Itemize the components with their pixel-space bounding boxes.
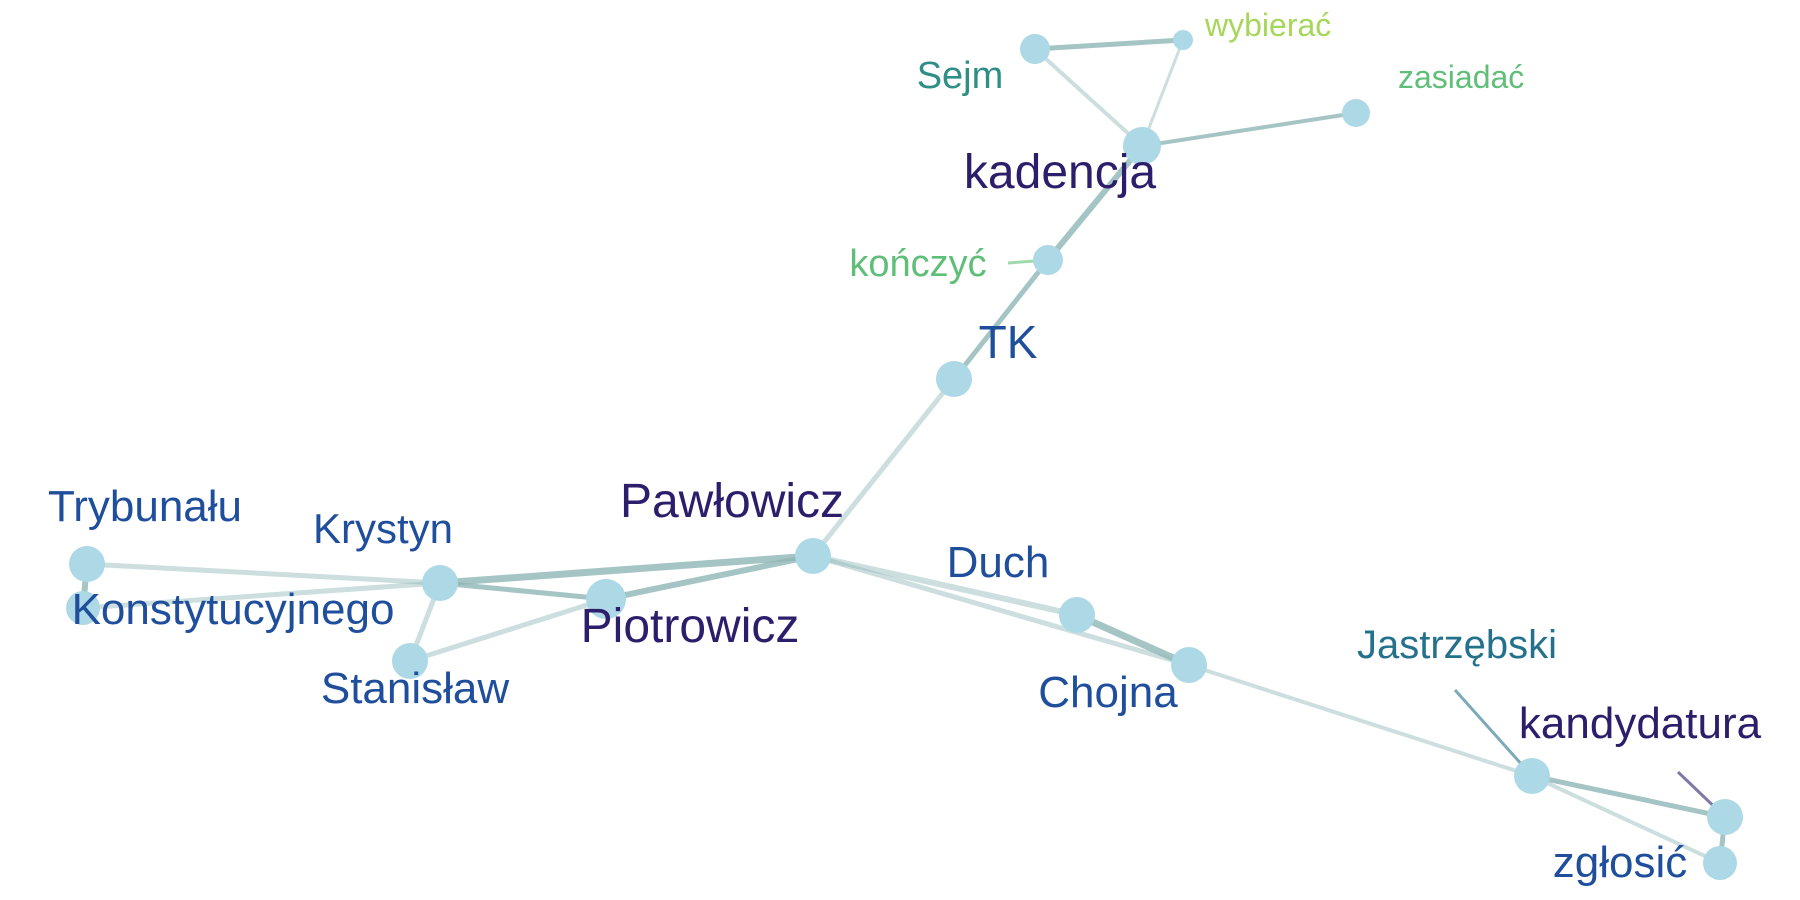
- node-chojna: [1171, 647, 1207, 683]
- edge-pawlowicz-duch: [810, 553, 1080, 618]
- node-label-konstytucyjnego: Konstytucyjnego: [72, 585, 395, 634]
- node-duch: [1059, 597, 1095, 633]
- node-label-trybunalu: Trybunału: [48, 482, 242, 531]
- node-label-krystyn: Krystyn: [313, 505, 453, 552]
- node-label-kadencja: kadencja: [964, 146, 1156, 199]
- node-kadencja: [1123, 127, 1161, 165]
- edge-sejm-kadencja: [1033, 47, 1144, 148]
- edge-stanislaw-piotrowicz: [407, 596, 609, 664]
- node-label-duch: Duch: [947, 538, 1050, 587]
- node-label-jastrzebski: Jastrzębski: [1357, 623, 1557, 667]
- node-label-zasiadac: zasiadać: [1398, 59, 1524, 95]
- edge-kadencja-konczyc: [1045, 143, 1145, 263]
- edge-sejm-wybierac: [1032, 37, 1186, 52]
- edge-konczyc-tk: [951, 257, 1051, 382]
- node-sejm: [1020, 34, 1050, 64]
- edge-jastrzebski-zglosic: [1530, 774, 1722, 865]
- edges-layer: [80, 37, 1728, 866]
- node-label-zglosic: zgłosić: [1553, 838, 1688, 887]
- node-konczyc: [1033, 245, 1063, 275]
- node-stanislaw: [392, 643, 428, 679]
- node-pawlowicz: [795, 538, 831, 574]
- node-label-tk: TK: [979, 316, 1038, 368]
- node-wybierac: [1173, 30, 1193, 50]
- edge-krystyn-piotrowicz: [437, 580, 609, 602]
- edge-pawlowicz-piotrowicz: [603, 553, 816, 602]
- node-krystyn: [422, 565, 458, 601]
- node-label-piotrowicz: Piotrowicz: [581, 600, 800, 653]
- node-konstytucyjnego: [66, 591, 100, 625]
- node-label-wybierac: wybierać: [1204, 7, 1331, 43]
- node-jastrzebski: [1514, 758, 1550, 794]
- node-label-sejm: Sejm: [917, 55, 1004, 97]
- node-piotrowicz: [586, 579, 626, 619]
- node-label-kandydatura: kandydatura: [1519, 699, 1762, 748]
- node-zglosic: [1703, 846, 1737, 880]
- edge-krystyn-konstytucyjnego: [80, 580, 443, 611]
- edge-chojna-jastrzebski: [1187, 663, 1534, 778]
- edge-tk-pawlowicz: [810, 376, 957, 559]
- node-label-chojna: Chojna: [1038, 668, 1178, 717]
- node-label-stanislaw: Stanisław: [321, 664, 510, 713]
- node-label-pawlowicz: Pawłowicz: [620, 475, 844, 528]
- node-tk: [936, 361, 972, 397]
- node-trybunalu: [69, 546, 105, 582]
- node-label-konczyc: kończyć: [849, 243, 986, 285]
- edge-pawlowicz-krystyn: [436, 552, 817, 587]
- nodes-layer: [66, 30, 1743, 880]
- node-zasiadac: [1342, 99, 1370, 127]
- edge-jastrzebski-kandydatura: [1529, 773, 1728, 820]
- node-kandydatura: [1707, 799, 1743, 835]
- labels-layer: Sejm wybierać zasiadać kadencja kończyć TK Paw…: [48, 7, 1762, 887]
- leader-line-jastrzebski: [1453, 688, 1534, 778]
- edge-pawlowicz-chojna: [810, 553, 1192, 668]
- edge-kadencja-zasiadac: [1140, 111, 1358, 148]
- edge-krystyn-trybunalu: [84, 561, 443, 586]
- edge-duch-chojna: [1073, 611, 1193, 669]
